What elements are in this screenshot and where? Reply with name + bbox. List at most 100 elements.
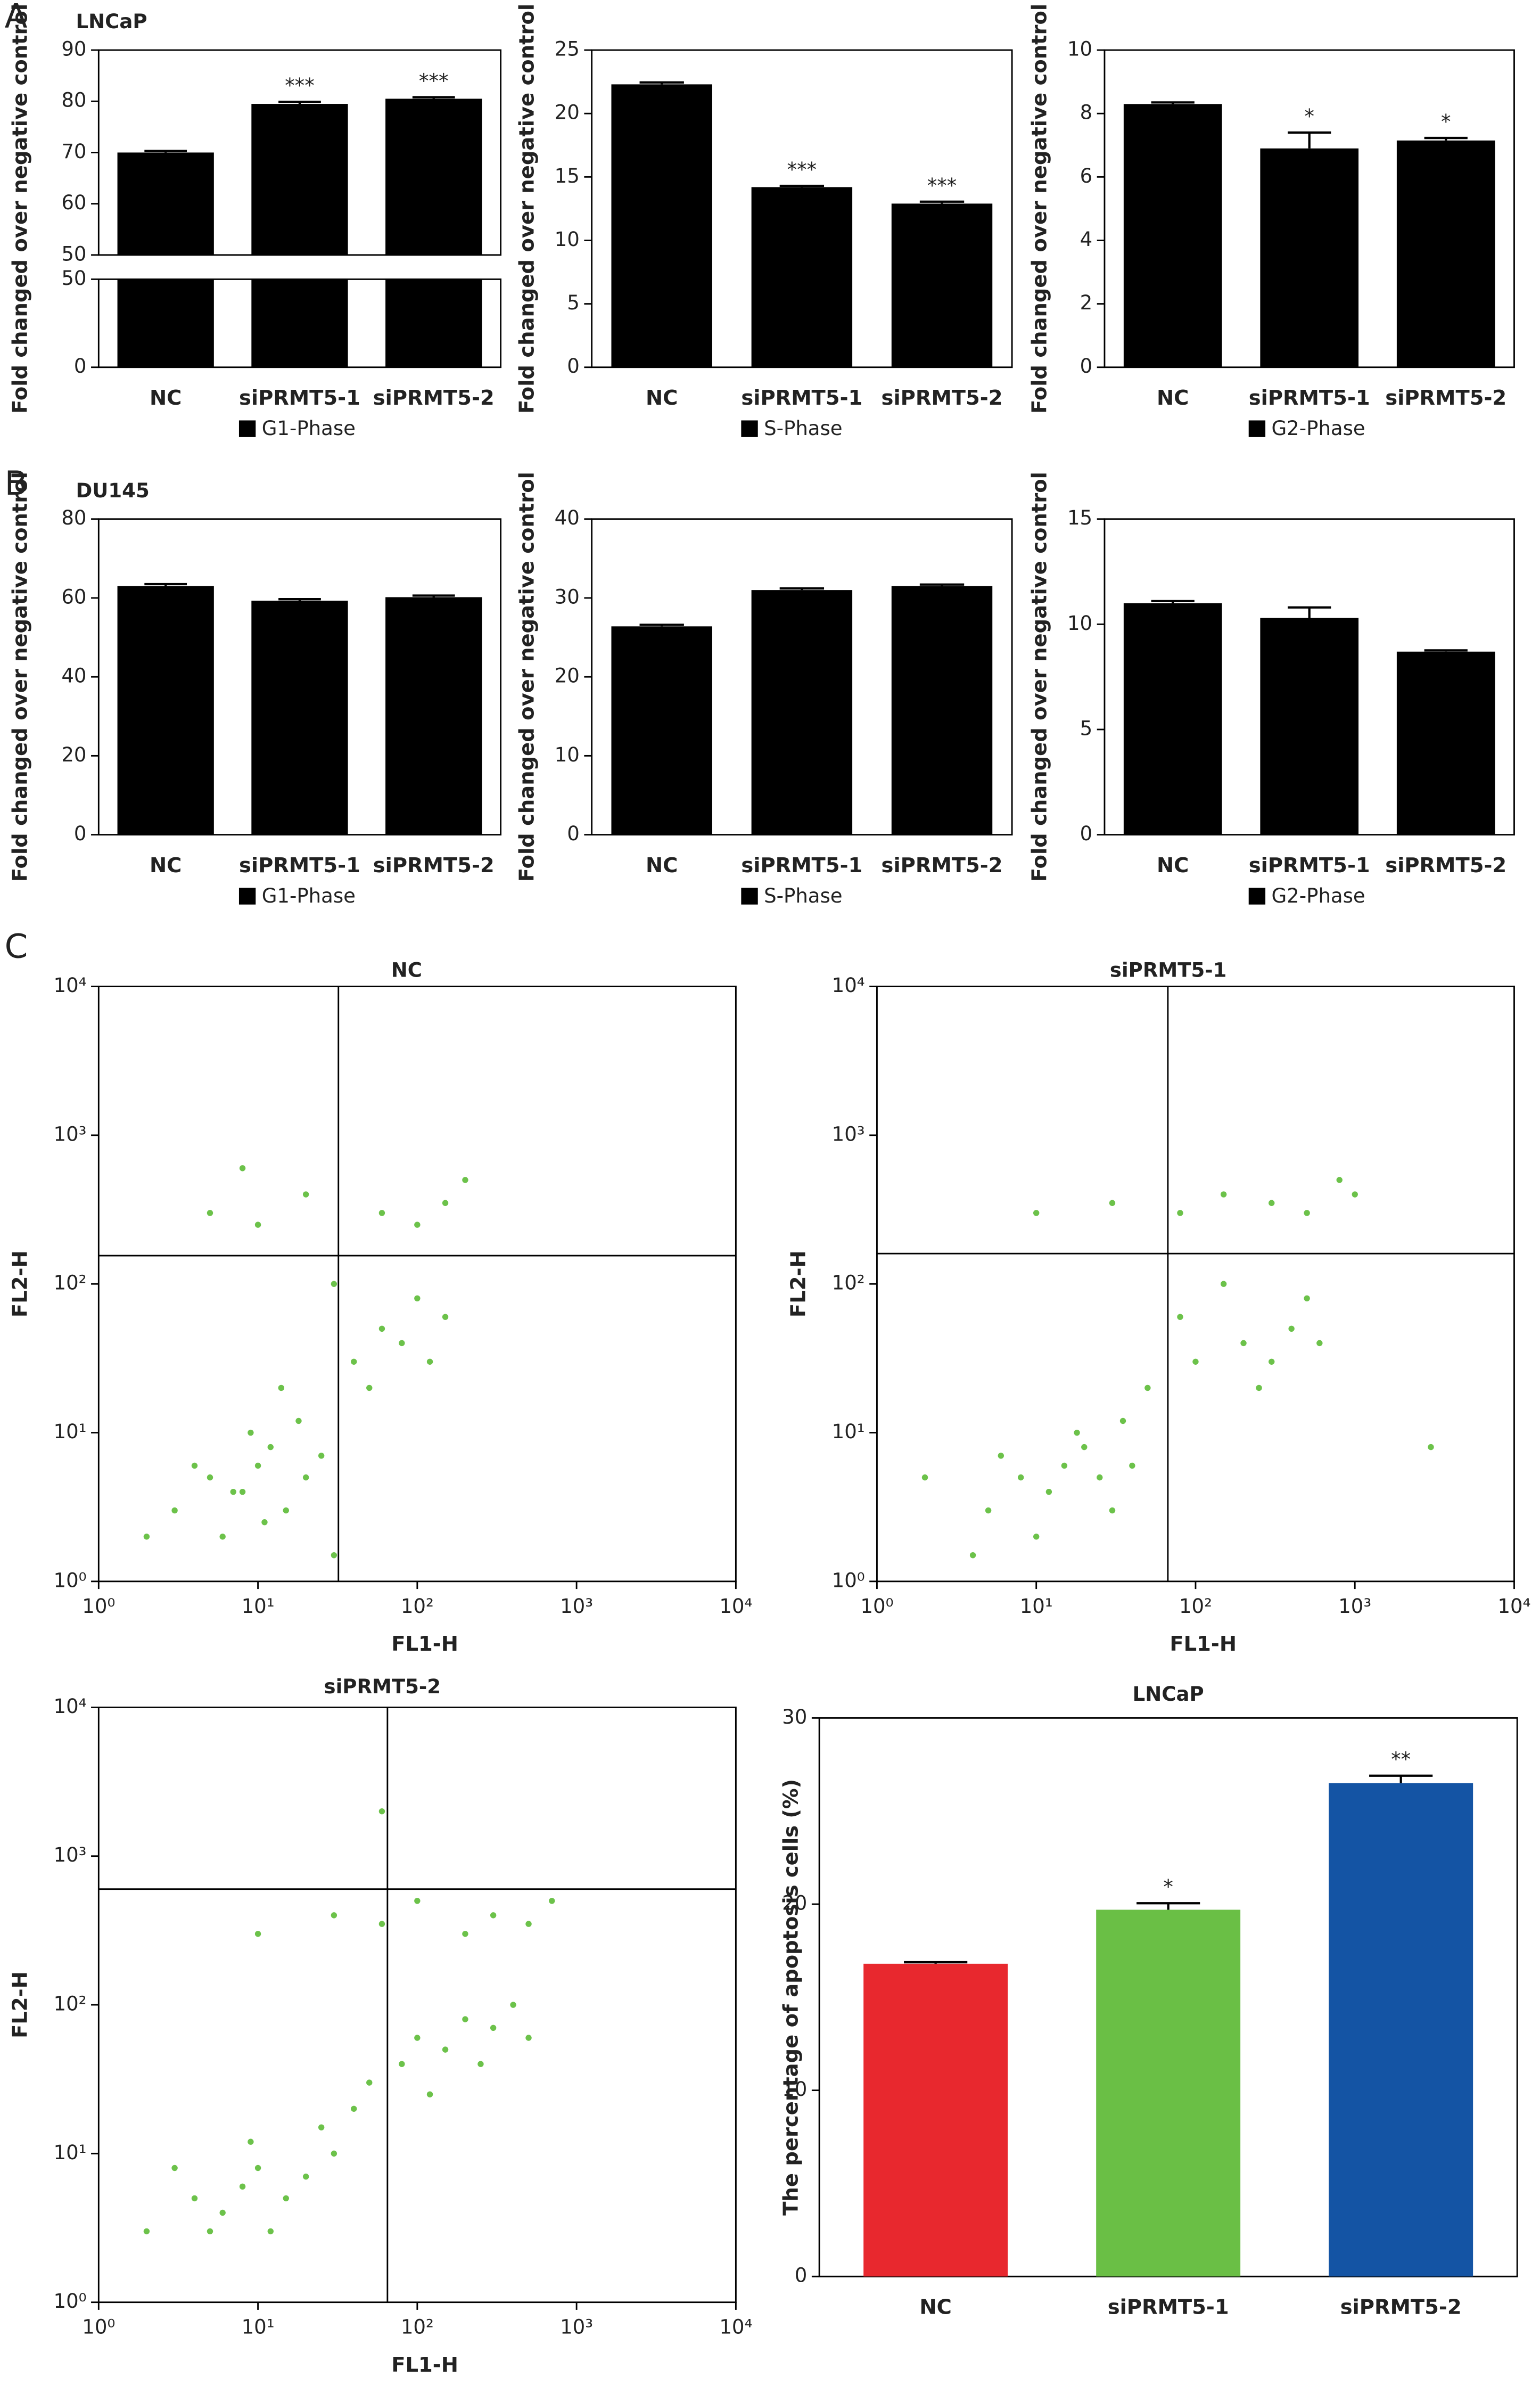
x-tick-label: siPRMT5-2 (1340, 2296, 1462, 2320)
y-tick-label: 0 (567, 355, 580, 378)
data-point (331, 1912, 337, 1919)
y-tick-label: 10⁰ (54, 2290, 87, 2313)
y-tick-label: 0 (567, 822, 580, 845)
data-point (1220, 1191, 1227, 1198)
data-point (1192, 1358, 1199, 1365)
data-point (351, 2105, 357, 2112)
data-point (191, 2195, 198, 2202)
y-tick-label: 0 (74, 355, 87, 378)
panel-label: B (5, 464, 28, 503)
data-point (171, 2165, 178, 2171)
x-tick-label: siPRMT5-1 (1108, 2296, 1229, 2320)
bar (891, 586, 993, 835)
y-tick-label: 10¹ (54, 2141, 87, 2164)
bar (1396, 140, 1495, 367)
legend-label: G1-Phase (262, 884, 356, 907)
y-tick-label: 15 (555, 165, 580, 187)
chart-title: LNCaP (76, 10, 147, 33)
x-tick-label: 10⁴ (1497, 1595, 1530, 1618)
y-tick-label: 30 (782, 1706, 807, 1728)
bar (117, 152, 214, 255)
data-point (525, 2035, 532, 2041)
data-point (477, 2061, 484, 2067)
data-point (366, 1384, 373, 1391)
legend-label: G2-Phase (1271, 884, 1365, 907)
y-tick-label: 60 (61, 191, 86, 214)
x-tick-label: 10¹ (1020, 1595, 1053, 1618)
x-tick-label: 10³ (560, 2316, 593, 2339)
y-tick-label: 6 (1080, 165, 1093, 187)
data-point (1109, 1200, 1116, 1206)
y-axis-label: FL2-H (8, 1250, 32, 1317)
data-point (985, 1507, 992, 1514)
data-point (414, 2035, 421, 2041)
data-point (442, 1314, 449, 1320)
x-axis-label: FL1-H (391, 2353, 458, 2377)
data-point (283, 1507, 289, 1514)
data-point (1129, 1462, 1135, 1469)
data-point (248, 1429, 254, 1436)
significance: * (1304, 105, 1314, 128)
data-point (302, 1191, 309, 1198)
data-point (426, 1358, 433, 1365)
data-point (239, 1488, 246, 1495)
data-point (1177, 1314, 1183, 1320)
chart-title: DU145 (76, 479, 150, 502)
plot-frame (876, 986, 1515, 1583)
data-point (261, 1519, 268, 1526)
bar (863, 1963, 1008, 2277)
y-tick-label: 10¹ (54, 1420, 87, 1443)
data-point (399, 2061, 405, 2067)
bar (611, 626, 712, 835)
data-point (998, 1453, 1004, 1459)
y-tick-label: 10³ (54, 1843, 87, 1866)
data-point (239, 1165, 246, 1171)
data-point (302, 1474, 309, 1481)
data-point (490, 2025, 497, 2031)
panel-label: C (5, 927, 28, 965)
y-tick-label: 4 (1080, 228, 1093, 251)
bar (1260, 148, 1359, 367)
data-point (969, 1552, 976, 1559)
data-point (1304, 1295, 1310, 1301)
data-point (1316, 1340, 1323, 1347)
x-tick-label: siPRMT5-2 (1385, 386, 1506, 410)
data-point (143, 1534, 150, 1540)
x-tick-label: 10² (401, 1595, 434, 1618)
data-point (378, 1325, 385, 1332)
data-point (1097, 1474, 1103, 1481)
x-tick-label: siPRMT5-1 (741, 386, 862, 410)
data-point (191, 1462, 198, 1469)
data-point (1033, 1210, 1040, 1216)
data-point (254, 1931, 261, 1937)
x-tick-label: siPRMT5-2 (882, 386, 1003, 410)
bar (251, 279, 348, 367)
bar (117, 279, 214, 367)
data-point (378, 1210, 385, 1216)
data-point (207, 1474, 213, 1481)
data-point (1061, 1462, 1068, 1469)
x-tick-label: 10² (1179, 1595, 1212, 1618)
x-tick-label: NC (1157, 386, 1189, 410)
panel-label: A (5, 0, 28, 35)
y-tick-label: 10 (555, 743, 580, 766)
data-point (1256, 1384, 1262, 1391)
data-point (351, 1358, 357, 1365)
data-point (1081, 1444, 1088, 1450)
data-point (219, 1534, 226, 1540)
data-point (462, 1931, 468, 1937)
significance: *** (787, 158, 817, 181)
data-point (1177, 1210, 1183, 1216)
data-point (510, 2002, 516, 2008)
bar (611, 84, 712, 367)
significance: *** (927, 174, 957, 197)
bar (251, 601, 348, 835)
data-point (207, 2228, 213, 2235)
y-axis-label: Fold changed over negative control (8, 4, 32, 414)
y-tick-label: 10⁴ (54, 1695, 87, 1718)
x-tick-label: NC (646, 854, 678, 878)
y-tick-label: 10² (832, 1272, 865, 1294)
x-tick-label: 10¹ (242, 2316, 275, 2339)
data-point (267, 1444, 274, 1450)
